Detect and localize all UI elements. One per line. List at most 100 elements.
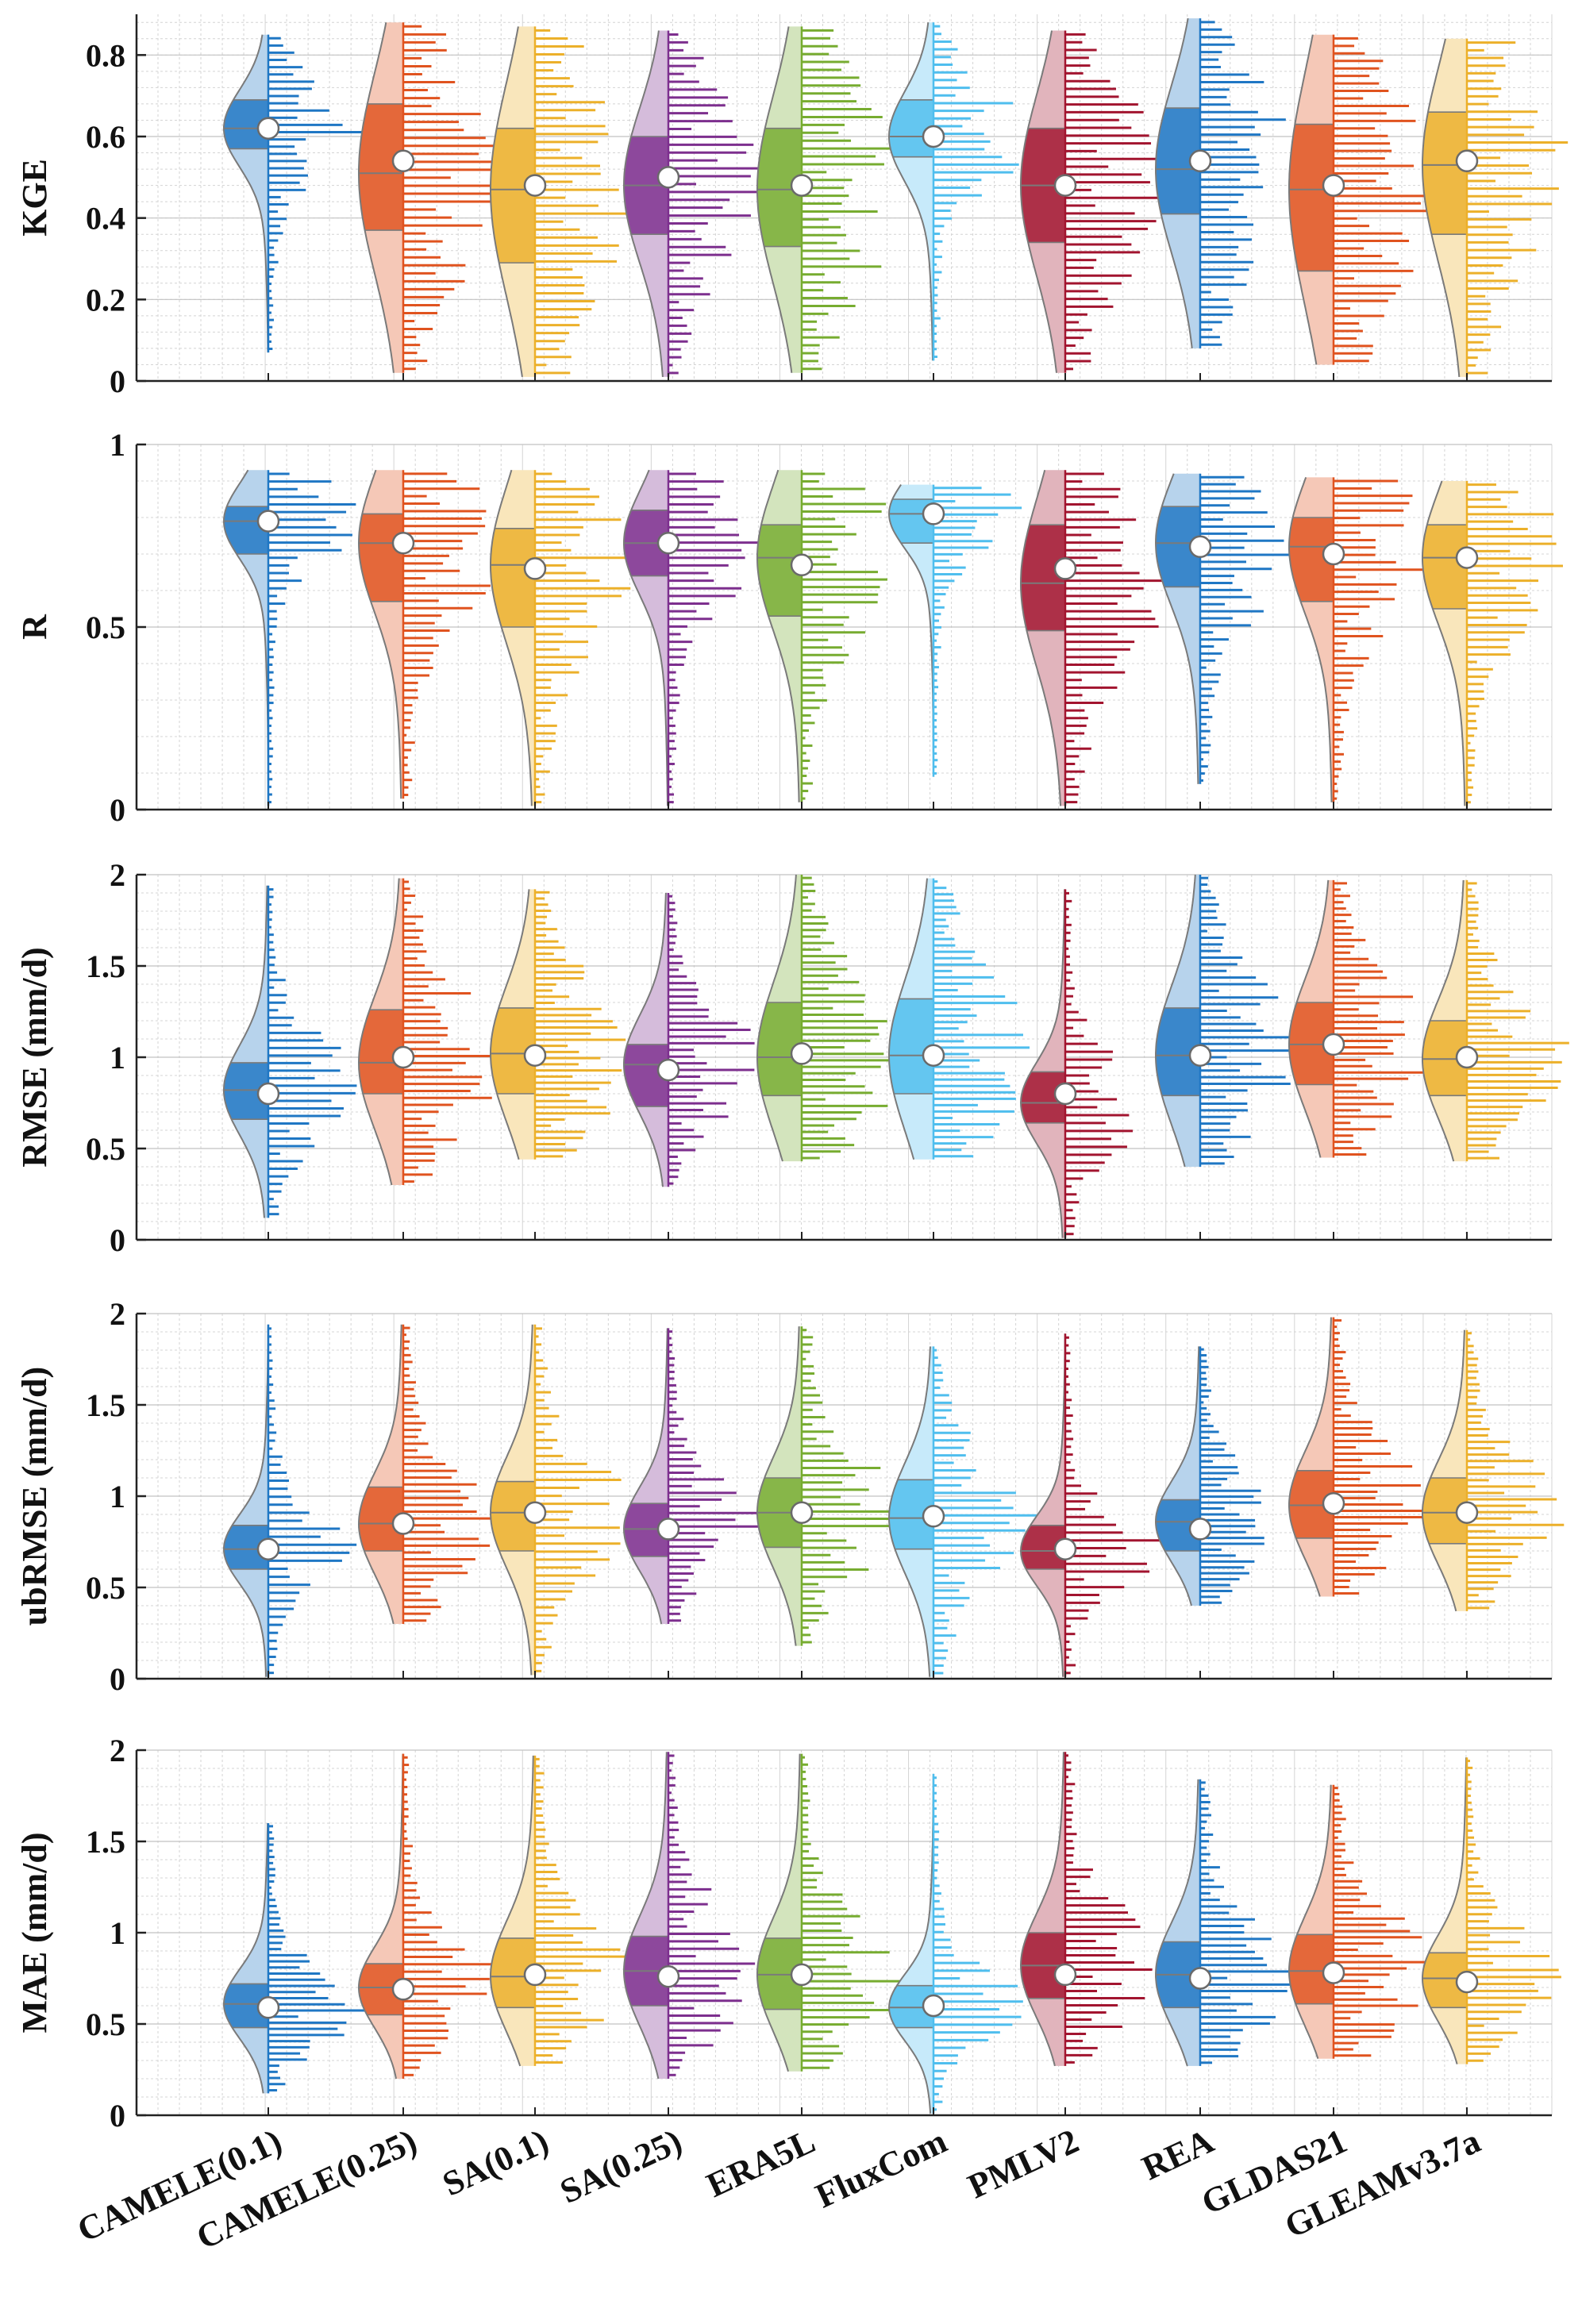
violin-iqr-band [491, 528, 535, 627]
violin-REA [1154, 1346, 1264, 1606]
violin-iqr-band [1156, 1007, 1200, 1096]
violin-outline [490, 889, 530, 1160]
mean-marker [256, 510, 280, 533]
violin-upper-band [1426, 481, 1467, 525]
violin-SA(0.25) [623, 469, 764, 806]
histogram-bars [535, 1757, 627, 2064]
violin-iqr-band [1422, 1478, 1467, 1544]
violin-outline [1422, 1329, 1465, 1612]
violin-CAMELE(0.1) [222, 1823, 370, 2094]
violin-iqr-band [359, 514, 403, 602]
violin-iqr-band [1289, 124, 1334, 271]
violin-lower-band [237, 554, 268, 806]
violin-ERA5L [756, 26, 891, 373]
violin-outline [1020, 469, 1062, 806]
y-tick-label: 0.2 [86, 282, 125, 317]
histogram-bars [1200, 21, 1286, 346]
violin-FluxCom [888, 22, 1019, 361]
histogram-bars [1334, 1787, 1430, 2057]
violin-upper-band [899, 878, 933, 999]
violin-outline [1288, 1317, 1332, 1597]
violin-FluxCom [887, 1346, 1039, 1677]
violin-lower-band [764, 2009, 802, 2072]
violin-lower-band [894, 1094, 933, 1160]
violin-outline [1019, 889, 1066, 1238]
mean-marker [922, 1994, 945, 2018]
violin-outline [1288, 1784, 1332, 2060]
violin-upper-band [1030, 889, 1065, 1072]
violin-iqr-band [359, 103, 403, 231]
mean-marker [790, 553, 814, 577]
mean-marker [1053, 174, 1077, 197]
violin-upper-band [1428, 38, 1467, 113]
histogram-bars [403, 1326, 491, 1622]
violin-upper-band [764, 26, 802, 129]
violin-lower-band [497, 1094, 535, 1160]
violin-upper-band [1028, 1752, 1065, 1933]
violin-outline [1288, 34, 1318, 365]
violin-outline [1288, 879, 1330, 1158]
violin-outline [888, 878, 928, 1160]
mean-marker [523, 1501, 547, 1524]
mean-marker [1188, 149, 1212, 173]
histogram-bars [802, 472, 887, 800]
violin-lower-band [1432, 609, 1467, 806]
histogram-bars [403, 880, 504, 1183]
violin-lower-band [1295, 1084, 1334, 1158]
violin-lower-band [496, 2007, 535, 2066]
violin-lower-band [1295, 2003, 1334, 2059]
violin-lower-band [498, 263, 535, 377]
mean-marker [1455, 546, 1479, 569]
mean-marker [790, 174, 814, 197]
y-tick-label: 0.5 [86, 2007, 125, 2042]
violin-CAMELE(0.25) [357, 1753, 492, 2080]
y-tick-label: 0.5 [86, 1131, 125, 1167]
violin-lower-band [764, 246, 802, 373]
histogram-bars [933, 880, 1030, 1158]
histogram-bars [1467, 483, 1563, 804]
violin-GLDAS21 [1288, 477, 1430, 802]
violin-upper-band [761, 470, 802, 525]
violin-upper-band [1296, 1317, 1334, 1471]
violin-upper-band [1297, 1784, 1334, 1935]
violin-outline [622, 1328, 668, 1625]
violin-outline [756, 26, 793, 373]
violin-iqr-band [757, 525, 802, 617]
mean-marker [1053, 1963, 1077, 1987]
violin-lower-band [367, 2014, 403, 2079]
violin-iqr-band [1422, 1021, 1467, 1096]
violin-iqr-band [224, 99, 268, 149]
panel-2: 0 0.5 1 R [15, 427, 1563, 828]
histogram-bars [1467, 882, 1569, 1160]
mean-marker [790, 1042, 814, 1065]
mean-marker [1322, 1491, 1345, 1515]
violin-iqr-band [757, 128, 802, 247]
histogram-bars [802, 1329, 899, 1644]
mean-marker [1322, 1961, 1345, 1984]
mean-marker [391, 1512, 415, 1535]
violin-iqr-band [224, 1062, 268, 1120]
violin-lower-band [229, 148, 268, 353]
violin-GLDAS21 [1288, 1784, 1430, 2060]
histogram-bars [268, 1825, 370, 2092]
violin-GLEAMv3.7a [1422, 38, 1569, 377]
violin-outline [1421, 1757, 1467, 2064]
violin-iqr-band [889, 1479, 933, 1549]
violin-lower-band [1161, 214, 1200, 348]
mean-marker [1188, 1967, 1212, 1990]
violin-lower-band [1025, 1122, 1065, 1238]
mean-marker [1455, 1045, 1479, 1069]
violin-SA(0.25) [623, 30, 771, 377]
violin-ERA5L [756, 874, 902, 1162]
violin-upper-band [496, 26, 535, 129]
mean-marker [256, 1537, 280, 1560]
mean-marker [523, 1044, 547, 1067]
violin-iqr-band [889, 99, 933, 157]
violin-upper-band [764, 1753, 802, 1938]
violin-upper-band [896, 1773, 933, 1986]
violin-upper-band [1163, 1779, 1200, 1942]
violin-iqr-band [1021, 525, 1065, 631]
violin-upper-band [630, 1328, 668, 1504]
mean-marker [523, 1963, 547, 1987]
violin-lower-band [1429, 1543, 1467, 1611]
